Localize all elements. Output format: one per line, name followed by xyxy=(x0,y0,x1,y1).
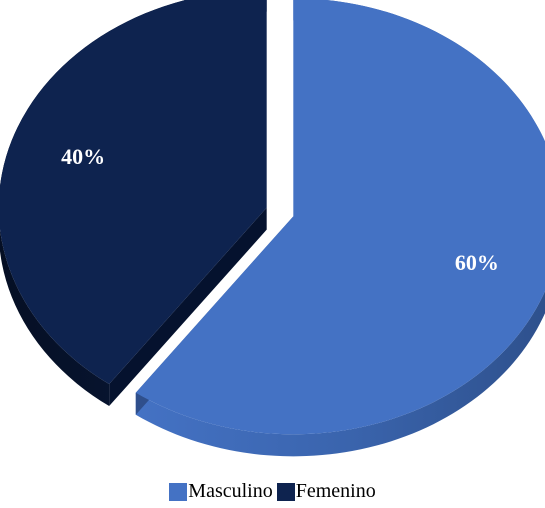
data-label-masculino: 60% xyxy=(455,250,499,275)
pie-slice-femenino xyxy=(0,0,267,385)
chart-legend: Masculino Femenino xyxy=(0,480,545,503)
legend-label-femenino: Femenino xyxy=(295,480,376,502)
pie-data-labels: 60% 40% xyxy=(61,144,499,275)
legend-swatch-masculino xyxy=(169,482,188,501)
pie-slice-masculino xyxy=(135,0,545,435)
data-label-femenino: 40% xyxy=(61,144,105,169)
pie-slice-tops xyxy=(0,0,545,435)
legend-entry-masculino: Masculino xyxy=(169,480,273,503)
legend-label-masculino: Masculino xyxy=(188,480,273,502)
legend-entry-femenino: Femenino xyxy=(276,480,376,503)
legend-swatch-femenino xyxy=(276,482,295,501)
